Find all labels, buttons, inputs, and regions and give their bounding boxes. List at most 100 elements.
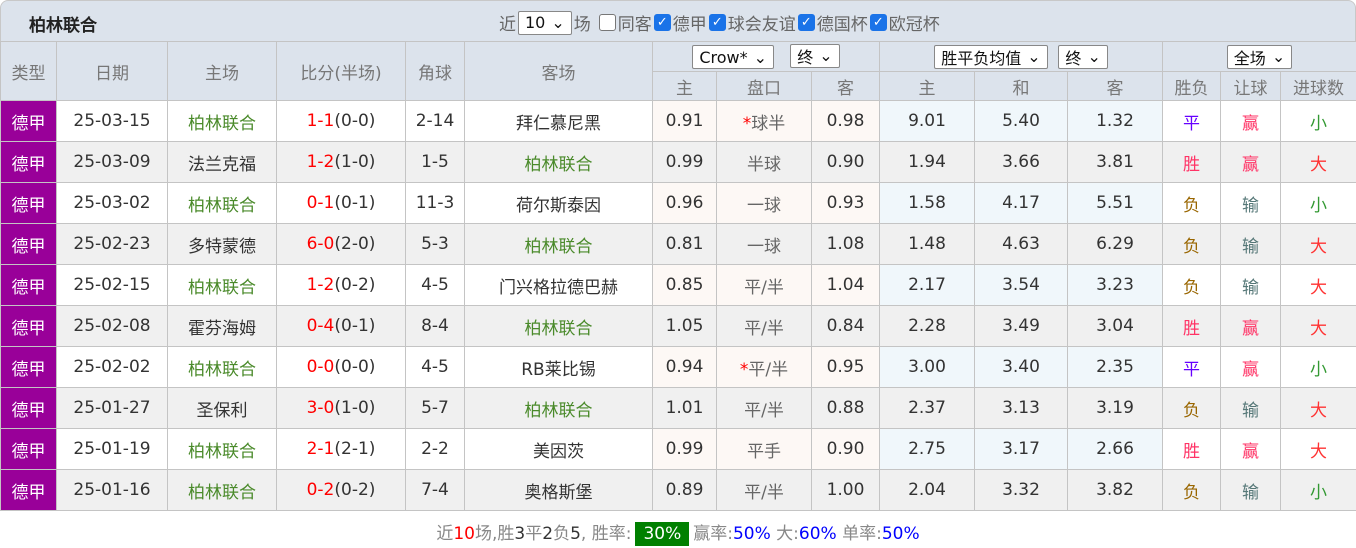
home-team[interactable]: 霍芬海姆 [167, 305, 277, 347]
euro-draw-odds: 3.40 [974, 346, 1069, 388]
asia-stage-select[interactable]: 终 ⌄ [790, 43, 840, 68]
match-date: 25-03-09 [56, 141, 168, 183]
score-cell[interactable]: 6-0(2-0) [276, 223, 406, 265]
away-team[interactable]: 美因茨 [464, 428, 653, 470]
league-type[interactable]: 德甲 [0, 182, 57, 224]
match-table: 类型 日期 主场 比分(半场) 角球 客场 Crow* ⌄ 终 ⌄ 胜平负均值 ⌄ 终… [0, 41, 1356, 511]
home-team[interactable]: 柏林联合 [167, 428, 277, 470]
euro-draw-odds: 3.66 [974, 141, 1069, 183]
full-score: 1-1 [306, 111, 335, 131]
summary-text: 场, [475, 524, 498, 544]
away-team[interactable]: 奥格斯堡 [464, 469, 653, 511]
recent-label: 近 [499, 15, 516, 35]
chevron-down-icon: ⌄ [1027, 47, 1041, 66]
line-value: 球半 [751, 113, 786, 134]
score-cell[interactable]: 3-0(1-0) [276, 387, 406, 429]
half-score: (2-0) [334, 234, 376, 254]
euro-away-odds: 3.23 [1067, 264, 1164, 306]
euro-draw-odds: 4.17 [974, 182, 1069, 224]
away-team[interactable]: 柏林联合 [464, 223, 653, 265]
goals-result: 大 [1280, 387, 1356, 429]
league-type[interactable]: 德甲 [0, 100, 57, 142]
home-team[interactable]: 柏林联合 [167, 469, 277, 511]
league-type[interactable]: 德甲 [0, 346, 57, 388]
euro-select[interactable]: 胜平负均值 ⌄ [934, 44, 1048, 69]
away-team[interactable]: 柏林联合 [464, 305, 653, 347]
euro-home-odds: 2.17 [879, 264, 976, 306]
league-checkbox[interactable]: ✓ [797, 14, 815, 31]
league-checkbox[interactable]: ✓ [708, 14, 726, 31]
half-score: (0-0) [334, 111, 376, 131]
asia-line: *球半 [716, 100, 812, 142]
score-cell[interactable]: 2-1(2-1) [276, 428, 406, 470]
summary-text: 负 [553, 524, 571, 544]
corners: 2-14 [405, 100, 465, 142]
score-cell[interactable]: 1-2(0-2) [276, 264, 406, 306]
goals-result: 小 [1280, 346, 1356, 388]
euro-home-odds: 1.94 [879, 141, 976, 183]
euro-draw-odds: 3.49 [974, 305, 1069, 347]
result: 负 [1162, 223, 1222, 265]
league-type[interactable]: 德甲 [0, 264, 57, 306]
col-euro-away: 客 [1067, 71, 1164, 101]
score-cell[interactable]: 0-0(0-0) [276, 346, 406, 388]
league-type[interactable]: 德甲 [0, 141, 57, 183]
asia-line: 半球 [716, 141, 812, 183]
recent-count-select[interactable]: 10 ⌄ [518, 10, 572, 35]
home-team[interactable]: 柏林联合 [167, 346, 277, 388]
euro-away-odds: 5.51 [1067, 182, 1164, 224]
score-cell[interactable]: 1-2(1-0) [276, 141, 406, 183]
league-type[interactable]: 德甲 [0, 305, 57, 347]
league-label: 德国杯 [816, 15, 868, 35]
league-checkbox[interactable]: ✓ [653, 14, 671, 31]
away-team[interactable]: 柏林联合 [464, 387, 653, 429]
score-cell[interactable]: 0-1(0-1) [276, 182, 406, 224]
match-date: 25-02-08 [56, 305, 168, 347]
asia-selects: Crow* ⌄ 终 ⌄ [651, 41, 881, 72]
euro-home-odds: 2.04 [879, 469, 976, 511]
euro-stage-select[interactable]: 终 ⌄ [1058, 44, 1108, 69]
home-team[interactable]: 多特蒙德 [167, 223, 277, 265]
company-select[interactable]: Crow* ⌄ [692, 45, 775, 70]
summary-text: , 胜率: [580, 524, 632, 544]
full-score: 0-0 [306, 357, 335, 377]
euro-draw-odds: 5.40 [974, 100, 1069, 142]
handicap-result: 输 [1220, 264, 1282, 306]
table-row: 德甲 25-03-02 柏林联合 0-1(0-1) 11-3 荷尔斯泰因 0.9… [0, 182, 1356, 224]
home-team[interactable]: 柏林联合 [167, 264, 277, 306]
corners: 7-4 [405, 469, 465, 511]
filters: 近 10 ⌄ 场 同客 ✓ 德甲 ✓ 球会友谊 ✓ 德国杯 ✓ 欧冠杯 [499, 10, 940, 35]
asia-line: 平/半 [716, 469, 812, 511]
goals-result: 小 [1280, 469, 1356, 511]
table-row: 德甲 25-02-02 柏林联合 0-0(0-0) 4-5 RB莱比锡 0.94… [0, 346, 1356, 388]
euro-home-odds: 1.58 [879, 182, 976, 224]
euro-away-odds: 6.29 [1067, 223, 1164, 265]
home-team[interactable]: 柏林联合 [167, 182, 277, 224]
summary-wins: 3 [514, 524, 526, 544]
league-type[interactable]: 德甲 [0, 469, 57, 511]
home-team[interactable]: 圣保利 [167, 387, 277, 429]
score-cell[interactable]: 0-2(0-2) [276, 469, 406, 511]
col-asia-line: 盘口 [716, 71, 812, 101]
league-label: 德甲 [672, 15, 707, 35]
asia-away-odds: 0.84 [810, 305, 881, 347]
away-team[interactable]: 柏林联合 [464, 141, 653, 183]
asia-line: 平/半 [716, 264, 812, 306]
league-type[interactable]: 德甲 [0, 428, 57, 470]
away-team[interactable]: 门兴格拉德巴赫 [464, 264, 653, 306]
col-type: 类型 [0, 41, 57, 101]
away-team[interactable]: 荷尔斯泰因 [464, 182, 653, 224]
league-checkbox[interactable]: ✓ [869, 14, 887, 31]
home-team[interactable]: 法兰克福 [167, 141, 277, 183]
away-team[interactable]: RB莱比锡 [464, 346, 653, 388]
home-team[interactable]: 柏林联合 [167, 100, 277, 142]
score-cell[interactable]: 1-1(0-0) [276, 100, 406, 142]
league-type[interactable]: 德甲 [0, 387, 57, 429]
euro-draw-odds: 4.63 [974, 223, 1069, 265]
same-host-checkbox[interactable] [598, 14, 616, 31]
scope-select[interactable]: 全场 ⌄ [1226, 44, 1293, 69]
away-team[interactable]: 拜仁慕尼黑 [464, 100, 653, 142]
score-cell[interactable]: 0-4(0-1) [276, 305, 406, 347]
league-type[interactable]: 德甲 [0, 223, 57, 265]
match-date: 25-03-02 [56, 182, 168, 224]
